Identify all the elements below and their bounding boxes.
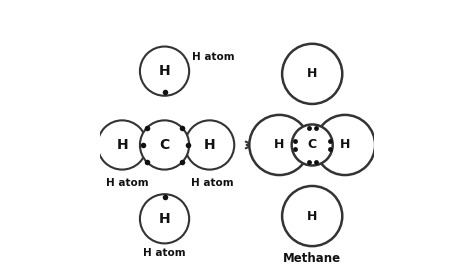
Text: H atom: H atom <box>191 178 233 188</box>
Circle shape <box>140 194 189 243</box>
Text: H: H <box>307 210 318 223</box>
Circle shape <box>282 186 342 246</box>
Circle shape <box>292 124 333 165</box>
Circle shape <box>140 47 189 96</box>
Text: H: H <box>159 212 170 226</box>
Text: H atom: H atom <box>106 178 148 188</box>
Text: C: C <box>308 138 317 151</box>
Text: H: H <box>204 138 216 152</box>
Text: H: H <box>274 138 284 151</box>
Text: H: H <box>340 138 350 151</box>
Text: H: H <box>116 138 128 152</box>
Text: H: H <box>307 67 318 80</box>
Circle shape <box>140 120 189 170</box>
Circle shape <box>185 120 234 170</box>
Circle shape <box>98 120 147 170</box>
Circle shape <box>249 115 310 175</box>
Circle shape <box>315 115 375 175</box>
Text: Methane: Methane <box>283 252 341 265</box>
Circle shape <box>282 44 342 104</box>
Text: C: C <box>159 138 170 152</box>
Text: H atom: H atom <box>143 248 185 258</box>
Text: H: H <box>159 64 170 78</box>
Text: H atom: H atom <box>192 52 235 62</box>
